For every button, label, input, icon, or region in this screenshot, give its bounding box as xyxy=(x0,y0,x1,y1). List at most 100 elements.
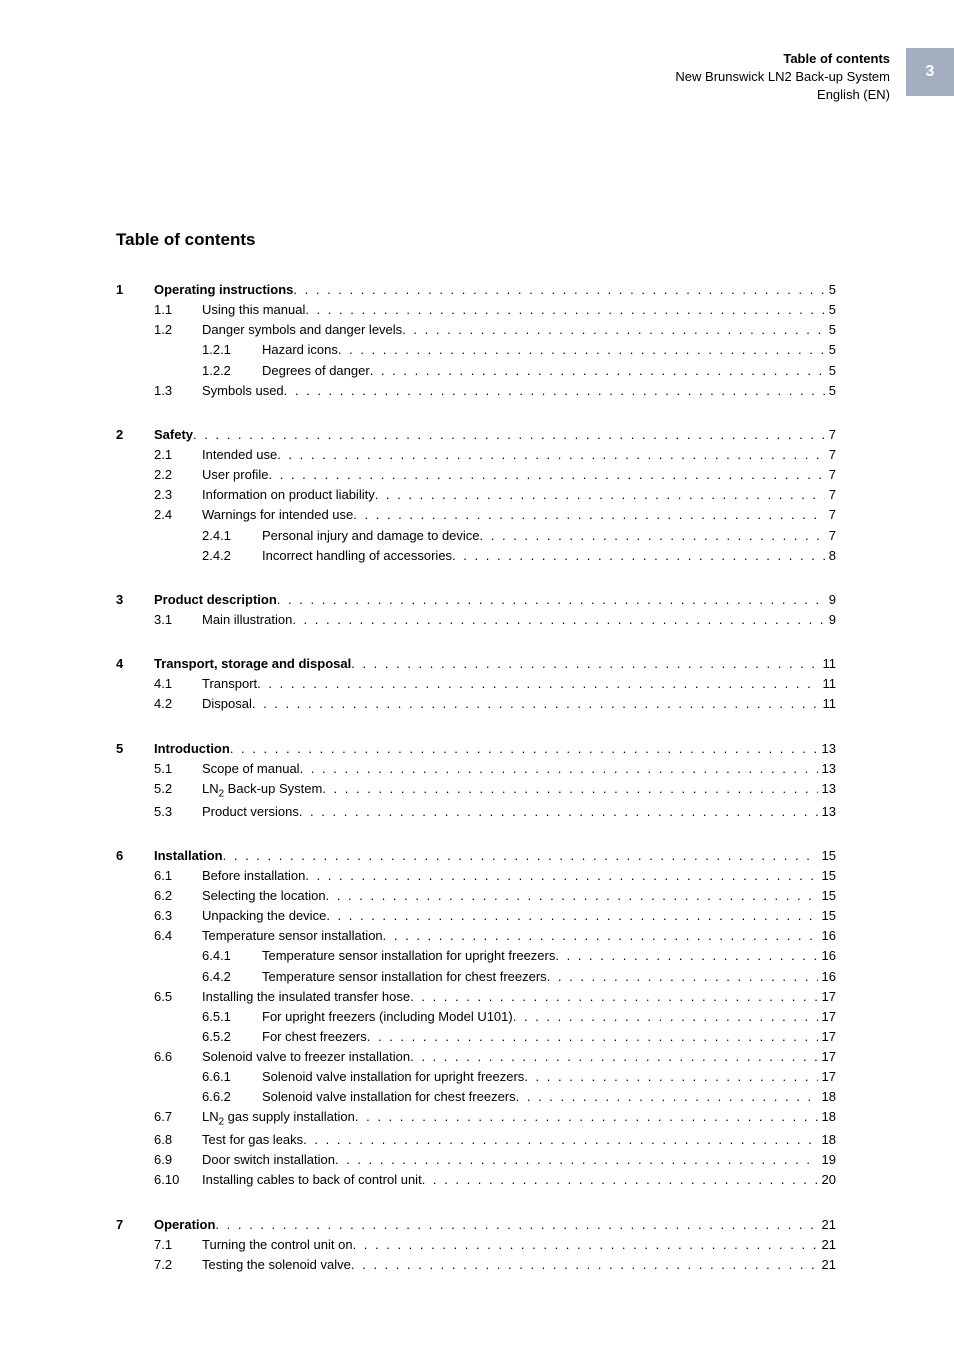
toc-page: 11 xyxy=(819,674,837,694)
toc-spacer xyxy=(116,1130,154,1150)
toc-title: Disposal xyxy=(202,694,252,714)
toc-dots xyxy=(338,340,825,360)
toc-page: 5 xyxy=(825,361,836,381)
toc-spacer xyxy=(116,886,154,906)
toc-spacer xyxy=(116,967,154,987)
toc-spacer xyxy=(116,987,154,1007)
toc-dots xyxy=(402,320,825,340)
toc-row-level2: 6.3Unpacking the device15 xyxy=(116,906,836,926)
toc-num: 6.6.1 xyxy=(202,1067,262,1087)
toc-row-level2: 6.2Selecting the location15 xyxy=(116,886,836,906)
toc-title: Personal injury and damage to device xyxy=(262,526,480,546)
toc-row-level2: 7.2Testing the solenoid valve21 xyxy=(116,1255,836,1275)
toc-row-level1: 5Introduction13 xyxy=(116,739,836,759)
toc-dots xyxy=(383,926,818,946)
toc-title: Main illustration xyxy=(202,610,292,630)
toc-title: Operating instructions xyxy=(154,280,293,300)
toc-page: 21 xyxy=(818,1215,836,1235)
toc-dots xyxy=(351,654,818,674)
toc-num: 6.4 xyxy=(154,926,202,946)
toc-title: Installing cables to back of control uni… xyxy=(202,1170,422,1190)
toc-num: 4 xyxy=(116,654,154,674)
toc-title: Intended use xyxy=(202,445,277,465)
toc-row-level2: 2.1Intended use7 xyxy=(116,445,836,465)
toc-num: 6.4.2 xyxy=(202,967,262,987)
toc-spacer xyxy=(116,610,154,630)
toc-spacer xyxy=(154,526,202,546)
toc-spacer xyxy=(116,866,154,886)
toc-page: 5 xyxy=(825,300,836,320)
toc-row-level2: 1.1Using this manual5 xyxy=(116,300,836,320)
toc-row-level2: 1.3Symbols used5 xyxy=(116,381,836,401)
toc-dots xyxy=(375,485,825,505)
toc-row-level3: 2.4.2Incorrect handling of accessories8 xyxy=(116,546,836,566)
toc-dots xyxy=(410,987,817,1007)
toc-title: Turning the control unit on xyxy=(202,1235,353,1255)
toc-page: 18 xyxy=(818,1087,836,1107)
toc-row-level3: 6.4.1Temperature sensor installation for… xyxy=(116,946,836,966)
toc-spacer xyxy=(116,694,154,714)
toc-spacer xyxy=(116,526,154,546)
toc-page: 7 xyxy=(825,505,836,525)
toc-dots xyxy=(230,739,818,759)
toc-dots xyxy=(252,694,819,714)
toc-title: Solenoid valve installation for upright … xyxy=(262,1067,524,1087)
toc-spacer xyxy=(116,465,154,485)
content-area: Table of contents 1Operating instruction… xyxy=(116,230,836,1299)
toc-dots xyxy=(326,886,818,906)
toc-num: 3 xyxy=(116,590,154,610)
toc-page: 13 xyxy=(818,779,836,802)
header-block: Table of contents New Brunswick LN2 Back… xyxy=(675,50,890,105)
toc-dots xyxy=(480,526,825,546)
toc-row-level2: 2.3Information on product liability7 xyxy=(116,485,836,505)
toc-row-level2: 6.7LN2 gas supply installation18 xyxy=(116,1107,836,1130)
toc-title: For upright freezers (including Model U1… xyxy=(262,1007,513,1027)
toc-spacer xyxy=(116,485,154,505)
toc-row-level3: 1.2.2Degrees of danger5 xyxy=(116,361,836,381)
toc-dots xyxy=(355,1107,818,1130)
toc-row-level2: 7.1Turning the control unit on21 xyxy=(116,1235,836,1255)
toc-row-level3: 6.5.1For upright freezers (including Mod… xyxy=(116,1007,836,1027)
toc-row-level2: 6.1Before installation15 xyxy=(116,866,836,886)
toc-title: Safety xyxy=(154,425,193,445)
toc-dots xyxy=(452,546,825,566)
toc-num: 6.3 xyxy=(154,906,202,926)
toc-section: 4Transport, storage and disposal 114.1Tra… xyxy=(116,654,836,714)
toc-title: Product versions xyxy=(202,802,299,822)
toc-title: Transport, storage and disposal xyxy=(154,654,351,674)
toc-page: 15 xyxy=(818,866,836,886)
toc-spacer xyxy=(116,1027,154,1047)
toc-dots xyxy=(223,846,818,866)
toc-num: 3.1 xyxy=(154,610,202,630)
toc-spacer xyxy=(116,1255,154,1275)
toc-spacer xyxy=(116,674,154,694)
toc-row-level3: 6.6.1Solenoid valve installation for upr… xyxy=(116,1067,836,1087)
toc-page: 7 xyxy=(825,465,836,485)
toc-row-level2: 2.2User profile7 xyxy=(116,465,836,485)
toc-spacer xyxy=(116,1107,154,1130)
toc-num: 6.8 xyxy=(154,1130,202,1150)
toc-section: 6Installation156.1Before installation156… xyxy=(116,846,836,1191)
page-number: 3 xyxy=(926,63,935,81)
toc-row-level2: 5.3Product versions13 xyxy=(116,802,836,822)
toc-num: 5.2 xyxy=(154,779,202,802)
toc-dots xyxy=(303,1130,817,1150)
toc-dots xyxy=(351,1255,818,1275)
toc-row-level1: 4Transport, storage and disposal 11 xyxy=(116,654,836,674)
toc-spacer xyxy=(116,946,154,966)
toc-row-level2: 4.1Transport11 xyxy=(116,674,836,694)
toc-section: 7Operation217.1Turning the control unit … xyxy=(116,1215,836,1275)
toc-num: 5 xyxy=(116,739,154,759)
toc-num: 2.4.2 xyxy=(202,546,262,566)
toc-spacer xyxy=(116,802,154,822)
toc-dots xyxy=(513,1007,818,1027)
toc-title: Product description xyxy=(154,590,277,610)
toc-dots xyxy=(410,1047,817,1067)
toc-title: Temperature sensor installation for upri… xyxy=(262,946,555,966)
toc-dots xyxy=(555,946,817,966)
toc-row-level3: 2.4.1Personal injury and damage to devic… xyxy=(116,526,836,546)
toc-page: 11 xyxy=(819,654,837,674)
header-subtitle: New Brunswick LN2 Back-up System xyxy=(675,68,890,86)
toc-dots xyxy=(305,866,817,886)
toc-title: Information on product liability xyxy=(202,485,375,505)
